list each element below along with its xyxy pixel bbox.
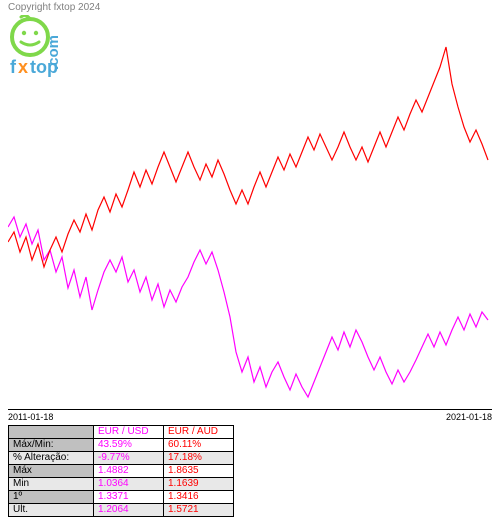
cell-series1: 43.59% (94, 439, 164, 452)
stats-table: EUR / USD EUR / AUD Máx/Min:43.59%60.11%… (8, 425, 234, 517)
cell-series1: 1.4882 (94, 465, 164, 478)
cell-series2: 1.8635 (164, 465, 234, 478)
header-blank (9, 426, 94, 439)
row-label: Máx/Min: (9, 439, 94, 452)
row-label: % Alteração: (9, 452, 94, 465)
row-label: Máx (9, 465, 94, 478)
header-series2: EUR / AUD (164, 426, 234, 439)
cell-series1: 1.3371 (94, 491, 164, 504)
cell-series2: 1.3416 (164, 491, 234, 504)
table-row: Máx1.48821.8635 (9, 465, 234, 478)
series-line (8, 217, 488, 397)
cell-series1: 1.2064 (94, 504, 164, 517)
table-row: Últ.1.20641.5721 (9, 504, 234, 517)
table-row: Máx/Min:43.59%60.11% (9, 439, 234, 452)
x-start-label: 2011-01-18 (8, 412, 53, 422)
row-label: 1º (9, 491, 94, 504)
x-end-label: 2021-01-18 (446, 412, 492, 422)
chart-lines (8, 12, 492, 410)
table-header-row: EUR / USD EUR / AUD (9, 426, 234, 439)
cell-series1: 1.0364 (94, 478, 164, 491)
row-label: Últ. (9, 504, 94, 517)
table-row: 1º1.33711.3416 (9, 491, 234, 504)
cell-series2: 1.5721 (164, 504, 234, 517)
row-label: Min (9, 478, 94, 491)
table-row: Min1.03641.1639 (9, 478, 234, 491)
cell-series1: -9.77% (94, 452, 164, 465)
price-chart (8, 12, 492, 410)
table-row: % Alteração:-9.77%17.18% (9, 452, 234, 465)
cell-series2: 17.18% (164, 452, 234, 465)
header-series1: EUR / USD (94, 426, 164, 439)
series-line (8, 47, 488, 267)
cell-series2: 1.1639 (164, 478, 234, 491)
cell-series2: 60.11% (164, 439, 234, 452)
